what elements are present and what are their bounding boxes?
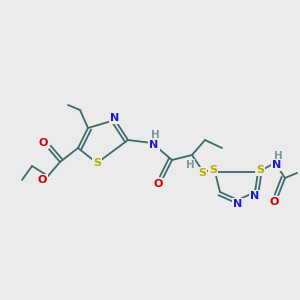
Text: S: S bbox=[209, 165, 217, 175]
Text: H: H bbox=[151, 130, 159, 140]
Text: O: O bbox=[269, 197, 279, 207]
Text: N: N bbox=[149, 140, 159, 150]
Text: H: H bbox=[274, 151, 282, 161]
Text: O: O bbox=[38, 138, 48, 148]
Text: H: H bbox=[186, 160, 194, 170]
Text: O: O bbox=[37, 175, 47, 185]
Text: N: N bbox=[110, 113, 120, 123]
Text: O: O bbox=[153, 179, 163, 189]
Text: S: S bbox=[93, 158, 101, 168]
Text: N: N bbox=[233, 199, 243, 209]
Text: S: S bbox=[256, 165, 264, 175]
Text: N: N bbox=[272, 160, 282, 170]
Text: N: N bbox=[250, 191, 260, 201]
Text: S: S bbox=[198, 168, 206, 178]
